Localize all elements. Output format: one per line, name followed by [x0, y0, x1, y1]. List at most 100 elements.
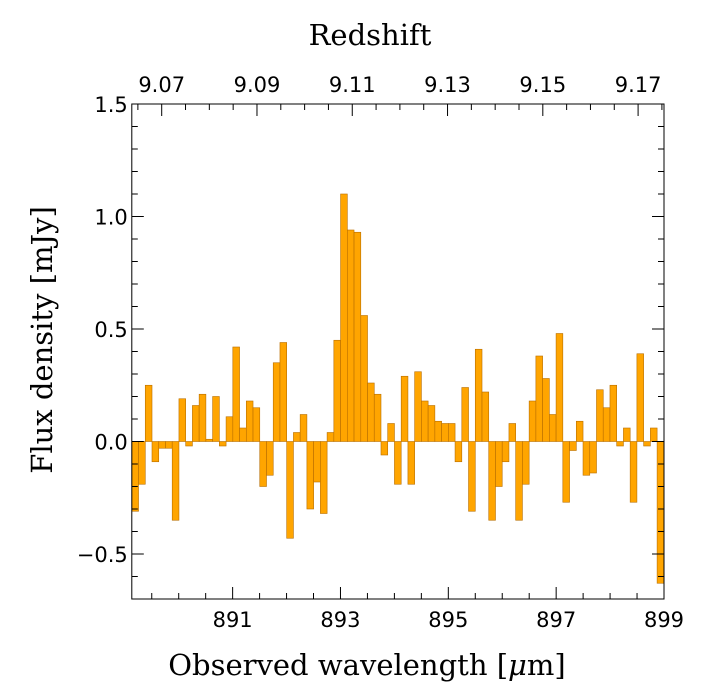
x-tick-label: 891: [213, 608, 253, 632]
bar: [272, 362, 281, 442]
y-axis-label: Flux density [mJy]: [25, 206, 59, 474]
bar: [293, 432, 301, 442]
bar: [252, 407, 261, 442]
bar: [286, 441, 294, 539]
top-tick-label: 9.13: [424, 73, 471, 97]
bar: [474, 348, 483, 442]
bar: [400, 375, 409, 442]
bar: [549, 414, 557, 442]
y-tick-label: 0.5: [94, 318, 127, 342]
bar: [616, 441, 624, 447]
bar: [427, 405, 436, 442]
bar: [333, 339, 341, 442]
bar: [387, 423, 395, 442]
bar: [178, 398, 186, 442]
bar: [131, 441, 139, 512]
x-axis-label-main: Observed wavelength [: [168, 648, 508, 682]
bar: [320, 441, 328, 514]
bar: [144, 384, 153, 442]
bar: [515, 441, 523, 521]
bar: [495, 441, 503, 487]
top-tick-label: 9.09: [234, 73, 281, 97]
top-tick-label: 9.07: [138, 73, 185, 97]
bar: [522, 441, 530, 485]
bar: [501, 441, 510, 463]
bar: [138, 441, 146, 485]
top-tick-label: 9.11: [329, 73, 376, 97]
bar: [629, 441, 638, 503]
bar: [347, 229, 355, 442]
bar: [185, 441, 193, 447]
bar: [151, 441, 160, 463]
bar: [454, 441, 463, 463]
bar: [158, 441, 166, 449]
top-axis-label: Redshift: [309, 18, 432, 52]
bar: [542, 378, 550, 442]
bar: [582, 441, 591, 476]
x-tick-label: 895: [428, 608, 468, 632]
bar: [313, 441, 321, 483]
bar: [589, 441, 597, 474]
bar: [441, 423, 449, 442]
bar: [414, 371, 422, 442]
bar: [171, 441, 180, 521]
x-axis-label-mu: μ: [508, 648, 527, 682]
bar: [609, 384, 618, 442]
bar: [165, 441, 173, 449]
bar: [481, 391, 490, 442]
bar: [192, 405, 200, 442]
bar: [575, 420, 584, 442]
bar: [373, 393, 382, 442]
bar: [394, 441, 402, 485]
bar: [461, 387, 469, 442]
bar: [650, 427, 658, 442]
bar: [535, 355, 543, 442]
bar: [407, 441, 415, 485]
x-axis-label: Observed wavelength [μm]: [168, 648, 565, 682]
bar: [448, 423, 456, 442]
bar: [259, 441, 267, 487]
bar: [198, 393, 207, 442]
bar: [380, 441, 389, 456]
bar: [225, 416, 234, 442]
y-tick-label: 0.0: [94, 431, 127, 455]
x-tick-label: 899: [644, 608, 684, 632]
bar: [219, 441, 227, 447]
bar: [232, 346, 240, 442]
bar: [360, 315, 368, 442]
bar: [306, 441, 314, 510]
bar: [508, 423, 516, 442]
bar: [212, 396, 220, 442]
bar: [239, 427, 247, 442]
bar: [340, 193, 348, 442]
bar: [353, 231, 362, 442]
bar: [326, 432, 335, 442]
bar: [596, 389, 604, 442]
x-tick-label: 897: [536, 608, 576, 632]
bar: [528, 400, 537, 442]
y-tick-label: 1.5: [94, 93, 127, 117]
bar: [602, 407, 611, 442]
top-tick-label: 9.17: [615, 73, 662, 97]
bar: [468, 441, 476, 512]
bar: [488, 441, 496, 521]
x-axis-label-unit: m]: [527, 648, 566, 682]
bar: [367, 382, 375, 442]
top-tick-label: 9.15: [519, 73, 566, 97]
bar: [299, 414, 308, 442]
bar: [656, 441, 665, 584]
bar: [205, 438, 213, 442]
bar: [623, 427, 631, 442]
bar: [643, 441, 651, 447]
bar: [555, 333, 564, 442]
plot-frame: [131, 103, 665, 600]
bars: [131, 193, 665, 584]
bar: [421, 400, 429, 442]
bar: [266, 441, 274, 476]
y-tick-label: 1.0: [94, 206, 127, 230]
ticks: 891 893 895 897 899 −0.5 0.0 0.5 1.0 1.5 9.07 9.09 9…: [77, 73, 684, 632]
bar: [434, 420, 442, 442]
bar: [636, 353, 644, 442]
bar: [245, 400, 254, 442]
